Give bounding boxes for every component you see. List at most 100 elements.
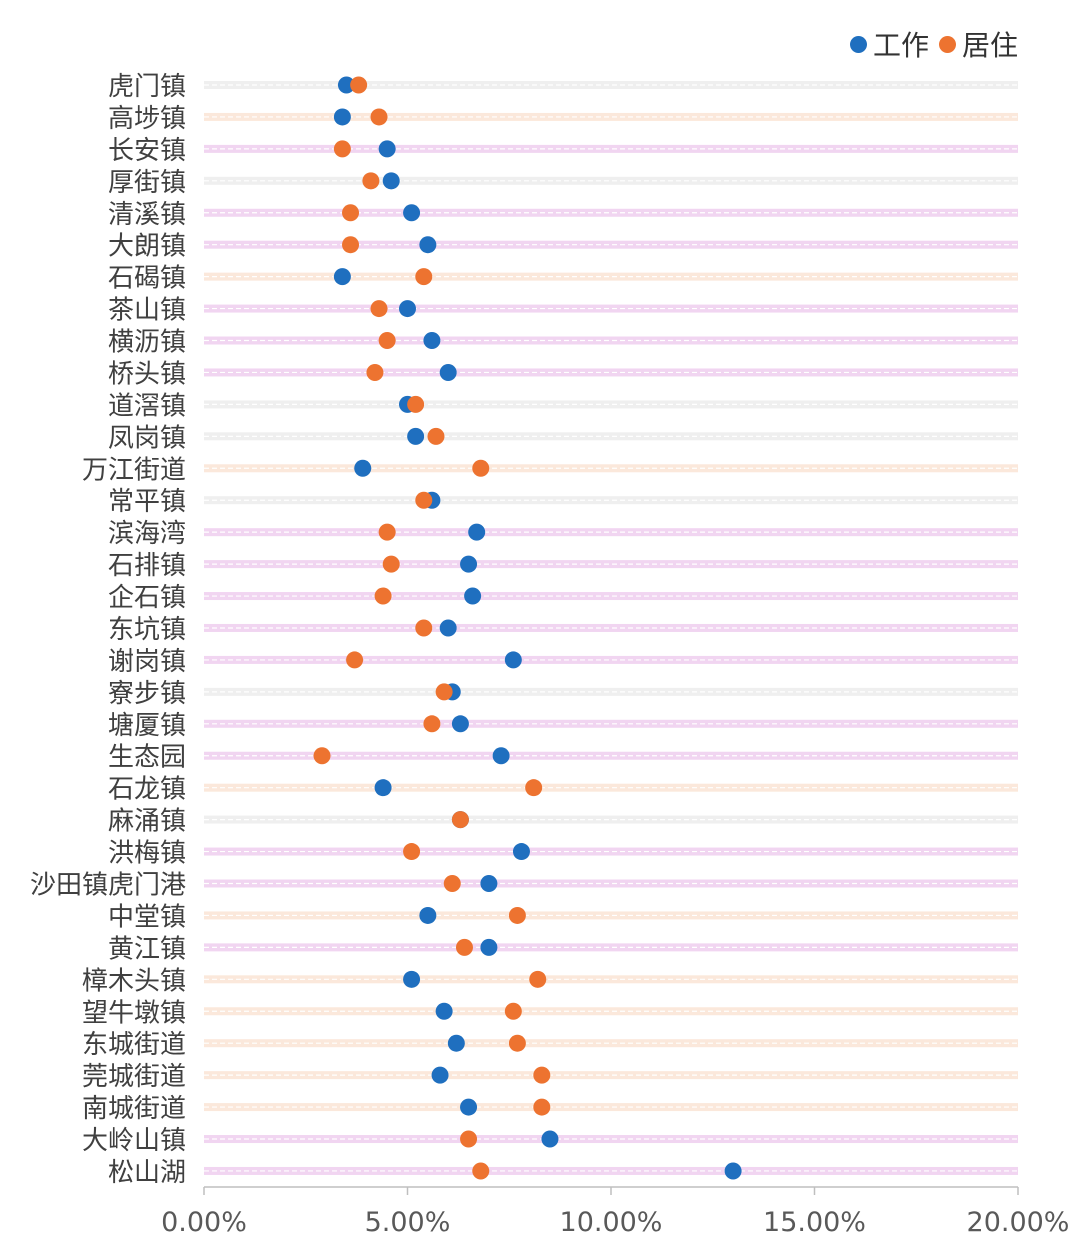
row-band [204,272,1018,281]
work-dot [419,906,437,924]
category-label: 凤岗镇 [108,423,186,453]
live-dot [415,619,433,637]
legend-live-marker [938,35,956,53]
row-band [204,176,1018,185]
live-dot [403,843,421,861]
row-band [204,464,1018,473]
work-dot [403,204,421,222]
row-band [204,751,1018,760]
x-tick-label: 0.00% [161,1207,247,1238]
category-label: 塘厦镇 [108,711,186,741]
work-dot [468,523,486,541]
row-band [204,1007,1018,1016]
work-dot [382,172,400,190]
category-label: 松山湖 [108,1158,186,1188]
chart-legend: 工作 居住 [849,24,1018,64]
live-dot [533,1066,551,1084]
row-band [204,943,1018,952]
row-band [204,1039,1018,1048]
category-label: 常平镇 [108,487,186,517]
live-dot [415,491,433,509]
row-band [204,1166,1018,1175]
live-dot [370,108,388,126]
category-label: 长安镇 [108,136,186,166]
category-label: 石碣镇 [108,264,186,294]
category-label: 大岭山镇 [82,1126,186,1156]
row-band [204,400,1018,409]
row-band [204,719,1018,728]
work-dot [378,140,396,158]
x-tick-label: 20.00% [967,1207,1070,1238]
row-band [204,304,1018,313]
work-dot [435,1002,453,1020]
work-dot [419,236,437,254]
live-dot [451,811,469,829]
work-dot [724,1162,742,1180]
live-dot [415,268,433,286]
work-dot [480,938,498,956]
row-band [204,208,1018,217]
row-band [204,81,1018,89]
category-label: 桥头镇 [108,359,186,389]
work-dot [480,875,498,892]
live-dot [370,300,388,318]
work-dot [504,651,522,669]
work-dot [374,779,392,797]
category-label: 高埗镇 [108,104,186,134]
category-label: 横沥镇 [108,328,186,358]
row-band [204,1135,1018,1144]
x-tick-label: 5.00% [365,1207,451,1238]
work-dot [423,332,441,350]
category-label: 厚街镇 [108,168,186,198]
category-label: 沙田镇虎门港 [30,871,186,901]
live-dot [435,683,453,701]
category-label: 大朗镇 [108,232,186,262]
category-label: 石排镇 [108,551,186,581]
work-dot [464,587,482,605]
live-dot [472,1162,490,1180]
live-dot [427,427,445,445]
row-band [204,847,1018,856]
category-label: 生态园 [108,743,186,773]
live-dot [508,906,526,924]
work-dot [439,619,457,637]
live-dot [362,172,380,190]
legend-item-work: 工作 [849,24,929,64]
category-label: 清溪镇 [108,200,186,230]
row-band [204,815,1018,824]
live-dot [346,651,364,669]
row-band [204,687,1018,696]
category-label: 万江街道 [82,455,186,485]
row-band [204,975,1018,984]
category-label: 寮步镇 [108,679,186,709]
category-label: 茶山镇 [108,296,186,326]
row-band [204,560,1018,569]
work-dot [431,1066,449,1084]
work-dot [541,1130,559,1148]
live-dot [423,715,441,733]
live-dot [407,395,425,413]
row-band [204,112,1018,121]
work-dot [403,970,421,988]
row-band [204,655,1018,664]
legend-live-label: 居住 [961,29,1018,62]
category-label: 南城街道 [82,1094,186,1124]
live-dot [313,747,331,765]
category-label: 中堂镇 [108,902,186,932]
row-band [204,1071,1018,1080]
row-band [204,911,1018,920]
live-dot [533,1098,551,1116]
category-label: 石龙镇 [108,775,186,805]
category-label: 谢岗镇 [108,647,186,677]
live-dot [508,1034,526,1052]
live-dot [350,76,368,94]
work-dot [447,1034,465,1052]
category-label: 东坑镇 [108,615,186,645]
row-band [204,528,1018,537]
category-label: 黄江镇 [108,934,186,964]
legend-item-live: 居住 [938,24,1018,64]
row-band [204,623,1018,632]
live-dot [374,587,392,605]
row-band [204,240,1018,249]
